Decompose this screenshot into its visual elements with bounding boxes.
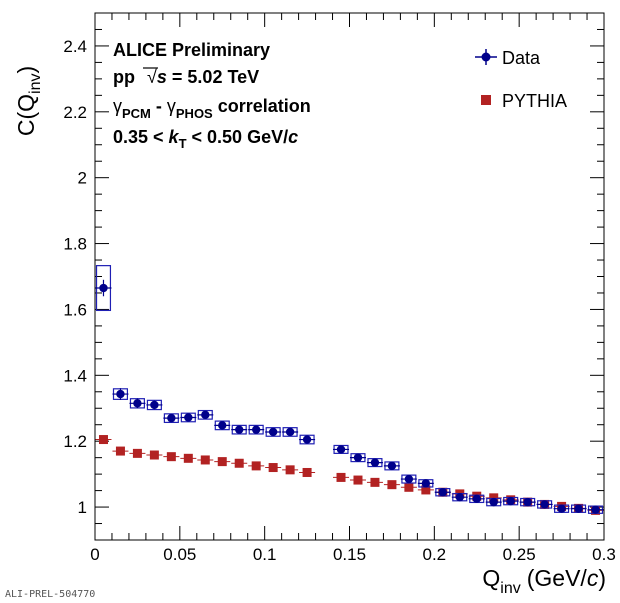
data-point — [133, 399, 142, 408]
data-point — [336, 445, 346, 454]
pythia-point — [353, 475, 363, 485]
y-axis: 1 1.2 1.4 1.6 1.8 2 2.2 2.4 — [63, 12, 604, 541]
annotation-block: ALICE Preliminary pp √s = 5.02 TeV γPCM -… — [113, 40, 311, 151]
y-tick-label: 2.4 — [63, 37, 87, 56]
pythia-point — [404, 482, 414, 492]
x-tick-label: 0.1 — [253, 545, 277, 564]
legend-data-label: Data — [502, 48, 541, 68]
legend: Data PYTHIA — [475, 48, 567, 111]
y-axis-title: C(Qinv) — [13, 66, 44, 136]
pythia-point — [149, 450, 159, 460]
pythia-point — [115, 446, 125, 456]
pythia-point — [387, 480, 397, 490]
data-point — [523, 497, 532, 507]
data-point — [370, 458, 380, 467]
data-point — [218, 421, 227, 430]
pythia-point — [166, 452, 176, 462]
data-point — [421, 479, 431, 488]
data-point — [387, 461, 397, 471]
data-layer — [95, 265, 604, 515]
pythia-point — [234, 458, 244, 468]
data-point — [201, 410, 210, 420]
x-tick-label: 0.25 — [503, 545, 536, 564]
pythia-point — [183, 453, 193, 463]
data-point — [268, 427, 278, 437]
pythia-point — [285, 465, 295, 475]
data-point — [455, 492, 464, 502]
data-point — [557, 504, 566, 513]
data-point — [591, 505, 600, 514]
data-point — [438, 488, 448, 497]
y-tick-label: 2.2 — [63, 103, 87, 122]
x-tick-label: 0.3 — [592, 545, 616, 564]
pythia-point — [200, 455, 210, 465]
data-point — [184, 413, 193, 422]
data-point — [472, 494, 481, 504]
x-tick-label: 0.15 — [333, 545, 366, 564]
data-point — [99, 283, 108, 293]
data-point — [302, 435, 312, 444]
legend-pythia-label: PYTHIA — [502, 91, 567, 111]
x-tick-label: 0 — [90, 545, 99, 564]
y-tick-label: 2 — [78, 169, 87, 188]
data-point — [404, 474, 414, 484]
x-axis-title: Qinv (GeV/c) — [482, 565, 606, 597]
pythia-point — [217, 457, 227, 467]
data-point — [353, 453, 363, 462]
pythia-point — [302, 467, 312, 477]
pythia-point — [336, 472, 346, 482]
x-tick-label: 0.05 — [163, 545, 196, 564]
y-tick-label: 1.2 — [63, 432, 87, 451]
x-axis: 0 0.05 0.1 0.15 0.2 0.25 0.3 — [90, 13, 616, 564]
data-point — [540, 500, 549, 509]
data-point — [506, 496, 515, 506]
y-tick-label: 1 — [78, 498, 87, 517]
data-point — [150, 400, 159, 410]
pythia-point — [268, 463, 278, 473]
y-tick-label: 1.8 — [63, 235, 87, 254]
pythia-point — [132, 448, 142, 458]
pythia-point — [370, 477, 380, 487]
data-point — [251, 425, 261, 434]
pythia-point — [421, 485, 431, 495]
data-point — [285, 427, 295, 437]
x-tick-label: 0.2 — [423, 545, 447, 564]
annotation-energy: pp √s = 5.02 TeV — [113, 67, 259, 87]
data-point — [574, 504, 583, 513]
pythia-point — [251, 461, 261, 471]
annotation-experiment: ALICE Preliminary — [113, 40, 270, 60]
data-point — [235, 425, 244, 434]
data-point — [116, 389, 125, 399]
legend-data-marker — [481, 52, 491, 62]
y-tick-label: 1.6 — [63, 300, 87, 319]
pythia-point — [489, 493, 499, 503]
data-point — [489, 497, 498, 507]
annotation-kt-range: 0.35 < kT < 0.50 GeV/c — [113, 127, 298, 151]
data-point — [167, 413, 176, 423]
legend-pythia-marker — [481, 95, 491, 105]
pythia-point — [98, 435, 108, 445]
annotation-correlation: γPCM - γPHOS correlation — [113, 96, 311, 121]
preliminary-id: ALI-PREL-504770 — [5, 589, 95, 600]
y-tick-label: 1.4 — [63, 366, 87, 385]
